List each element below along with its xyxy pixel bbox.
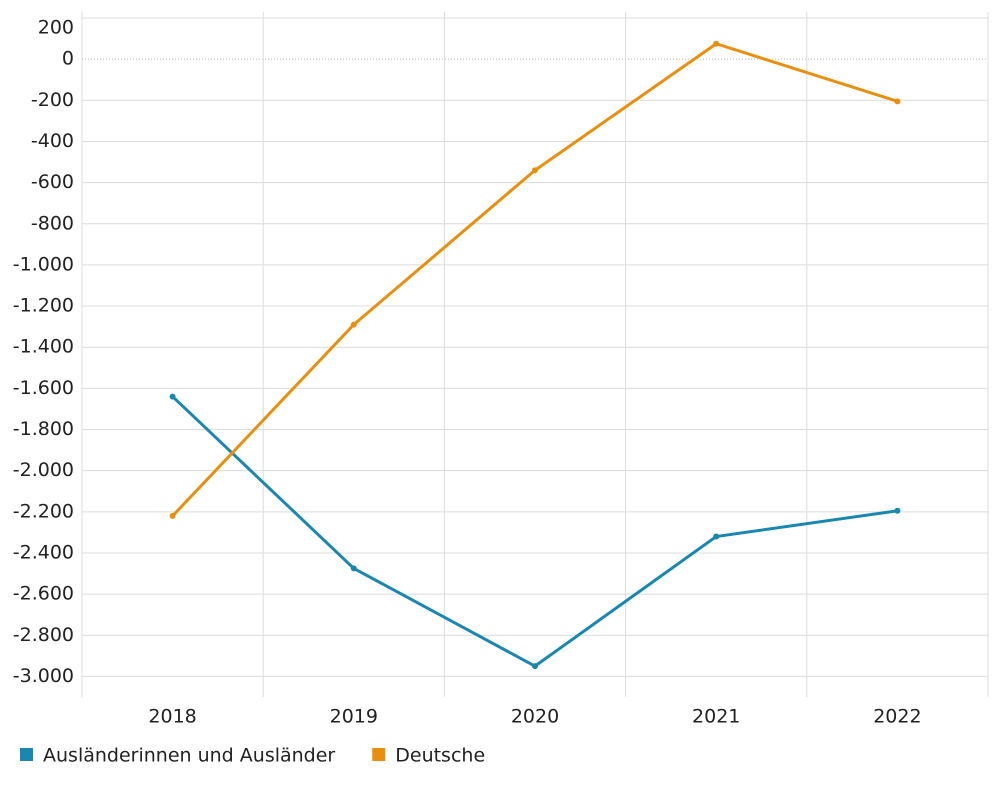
series-line bbox=[171, 395, 898, 668]
y-tick-label: -3.000 bbox=[13, 665, 74, 687]
series-line bbox=[171, 42, 898, 517]
legend-swatch bbox=[372, 748, 386, 761]
y-tick-label: -1.000 bbox=[13, 253, 74, 275]
data-point bbox=[169, 512, 176, 519]
y-tick-label: -1.800 bbox=[13, 418, 74, 440]
legend-swatch bbox=[20, 748, 33, 761]
data-point bbox=[532, 663, 538, 670]
data-point bbox=[894, 98, 901, 105]
x-tick-label: 2022 bbox=[873, 706, 921, 728]
y-tick-label: -2.000 bbox=[13, 459, 74, 481]
x-tick-label: 2020 bbox=[511, 706, 559, 728]
y-tick-label: 200 bbox=[38, 17, 74, 39]
data-point bbox=[350, 321, 357, 328]
y-tick-label: -400 bbox=[31, 130, 74, 152]
y-tick-label: -200 bbox=[31, 89, 74, 111]
y-tick-label: -1.600 bbox=[13, 377, 74, 399]
y-tick-label: 0 bbox=[62, 48, 74, 70]
x-tick-label: 2021 bbox=[692, 706, 740, 728]
y-tick-label: -2.200 bbox=[13, 500, 74, 522]
data-point bbox=[894, 507, 901, 514]
data-point bbox=[350, 565, 357, 572]
y-tick-label: -2.400 bbox=[13, 541, 74, 563]
y-tick-label: -2.600 bbox=[13, 583, 74, 605]
data-point bbox=[713, 40, 720, 47]
legend-label: Deutsche bbox=[395, 745, 485, 767]
y-tick-label: -1.200 bbox=[13, 295, 74, 317]
data-point bbox=[713, 533, 720, 540]
x-tick-label: 2018 bbox=[148, 706, 196, 728]
y-tick-label: -600 bbox=[31, 171, 74, 193]
legend-label: Ausländerinnen und Ausländer bbox=[43, 745, 335, 767]
y-tick-label: -800 bbox=[31, 212, 74, 234]
x-tick-label: 2019 bbox=[330, 706, 378, 728]
data-point bbox=[532, 167, 538, 174]
data-point bbox=[169, 393, 176, 400]
y-tick-label: -1.400 bbox=[13, 336, 74, 358]
y-tick-label: -2.800 bbox=[13, 624, 74, 646]
